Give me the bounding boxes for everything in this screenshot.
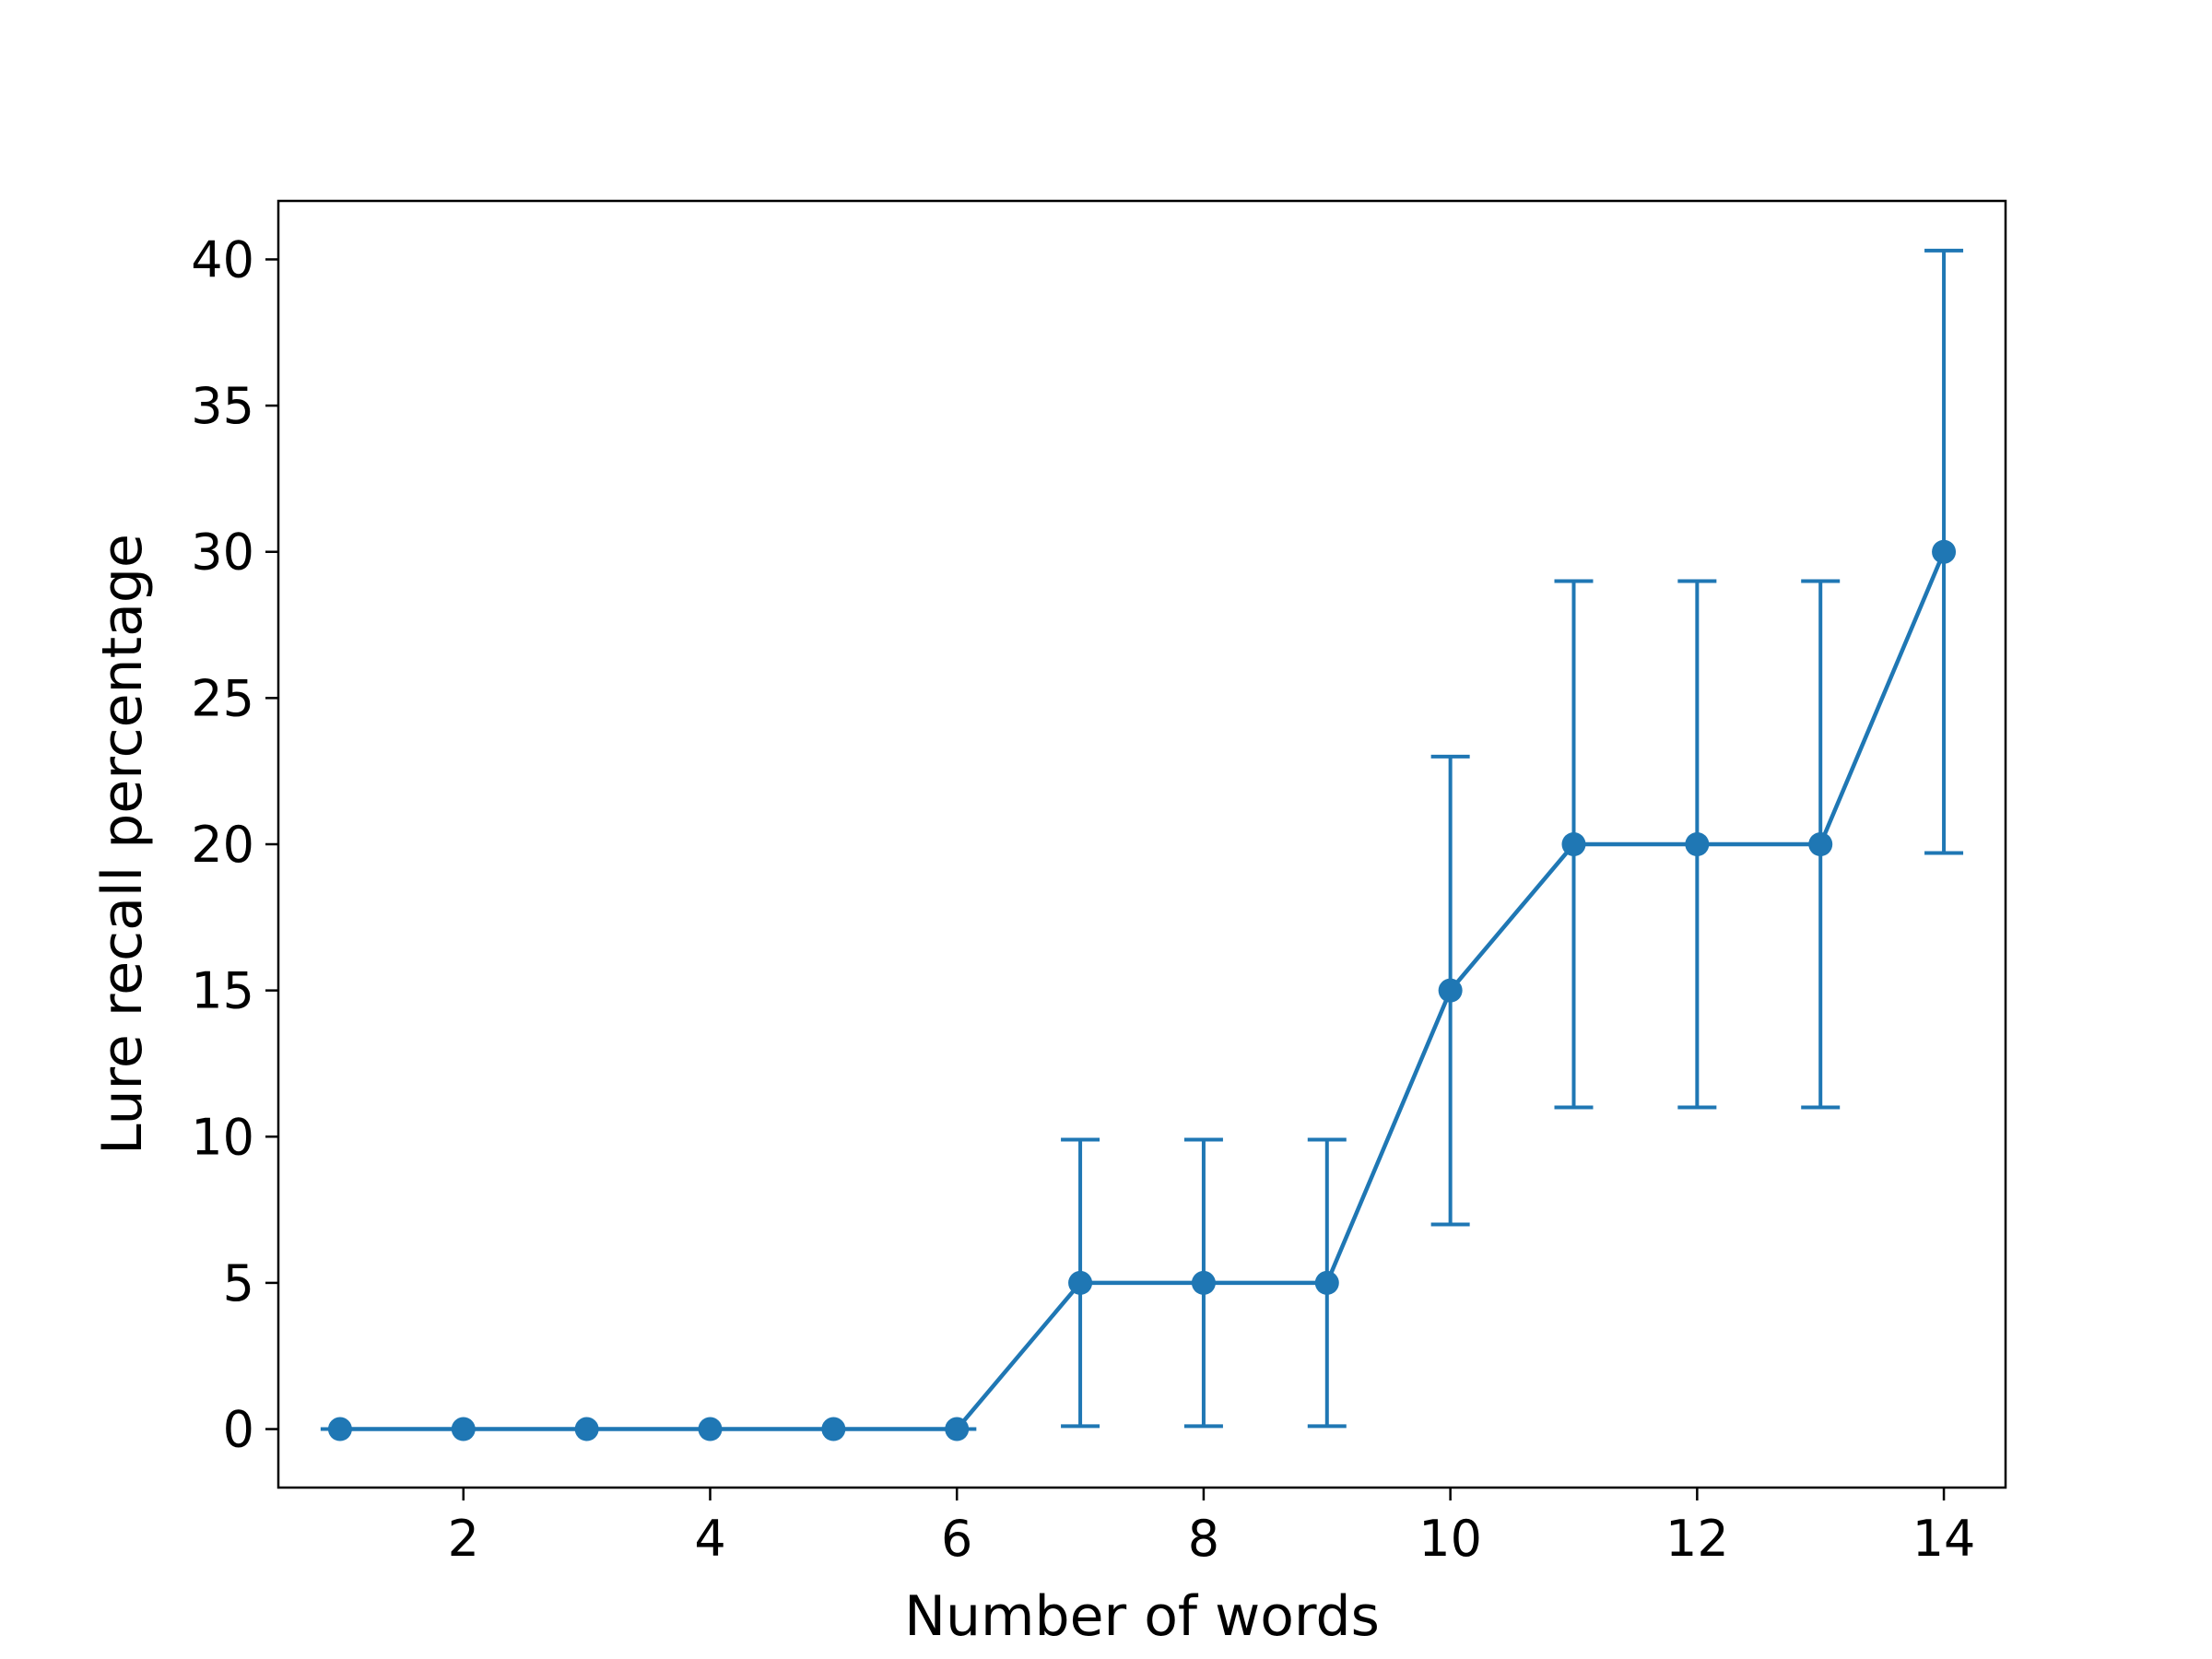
series-line	[339, 550, 1947, 1431]
x-tick-label: 2	[448, 1510, 479, 1568]
x-tick-label: 10	[1418, 1510, 1482, 1568]
x-tick-label: 14	[1912, 1510, 1976, 1568]
x-axis-ticks: 2 4 6 8 10 12 14	[448, 1488, 1976, 1568]
y-tick-label: 5	[223, 1254, 254, 1312]
data-markers	[327, 539, 1957, 1441]
data-point	[574, 1417, 599, 1441]
y-tick-label: 35	[191, 377, 254, 435]
data-point	[1561, 832, 1586, 856]
y-tick-label: 0	[223, 1401, 254, 1459]
data-point	[1808, 832, 1833, 856]
data-point	[451, 1417, 476, 1441]
x-tick-label: 12	[1665, 1510, 1729, 1568]
data-point	[1932, 539, 1957, 564]
y-tick-label: 10	[191, 1108, 254, 1166]
y-tick-label: 40	[191, 230, 254, 288]
y-axis-label: Lure recall percentage	[90, 534, 155, 1155]
x-tick-label: 4	[694, 1510, 725, 1568]
y-axis-ticks: 0 5 10 15 20 25 30 35 40	[191, 230, 278, 1459]
y-tick-label: 20	[191, 816, 254, 874]
x-tick-label: 8	[1188, 1510, 1219, 1568]
data-point	[1068, 1270, 1093, 1295]
data-point	[1191, 1270, 1216, 1295]
data-point	[821, 1417, 846, 1441]
data-point	[1438, 978, 1463, 1003]
data-point	[1685, 832, 1710, 856]
data-point	[1314, 1270, 1339, 1295]
y-tick-label: 15	[191, 962, 254, 1020]
data-point	[945, 1417, 970, 1441]
data-point	[698, 1417, 723, 1441]
x-axis-label: Number of words	[904, 1584, 1380, 1649]
y-tick-label: 30	[191, 524, 254, 582]
x-tick-label: 6	[941, 1510, 972, 1568]
data-point	[327, 1417, 352, 1441]
y-tick-label: 25	[191, 669, 254, 727]
series-line-group	[339, 550, 1947, 1431]
